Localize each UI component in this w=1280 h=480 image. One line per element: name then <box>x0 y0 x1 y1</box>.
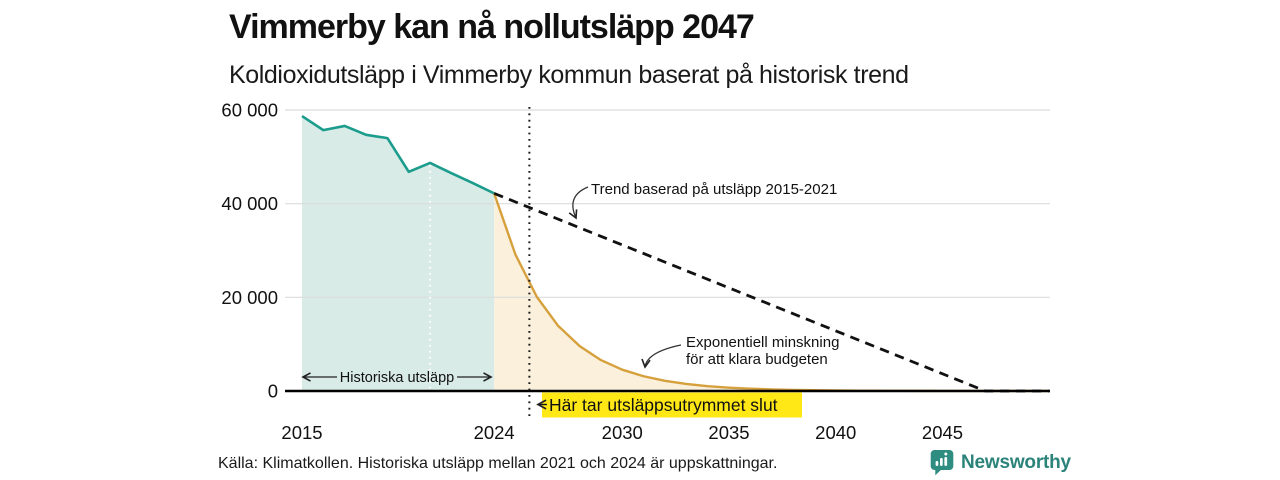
x-tick-label: 2024 <box>474 422 515 443</box>
exponential-arrow <box>641 344 682 369</box>
y-tick-label: 20 000 <box>221 287 278 308</box>
y-tick-label: 60 000 <box>221 100 278 121</box>
x-tick-label: 2035 <box>708 422 749 443</box>
brand-name: Newsworthy <box>961 451 1071 473</box>
trend-label: Trend baserad på utsläpp 2015-2021 <box>591 181 837 198</box>
exponential-label-line2: för att klara budgeten <box>686 351 828 368</box>
y-tick-label: 40 000 <box>221 193 278 214</box>
trend-arrow <box>568 186 589 220</box>
budget-area <box>494 193 1050 391</box>
x-tick-label: 2030 <box>602 422 643 443</box>
y-tick-label: 0 <box>268 381 278 402</box>
newsworthy-logo: Newsworthy <box>930 449 1071 476</box>
x-tick-label: 2045 <box>922 422 963 443</box>
historical-label: Historiska utsläpp <box>340 370 454 386</box>
x-tick-label: 2015 <box>281 422 322 443</box>
newsworthy-speech-bubble-bars-icon <box>930 450 954 476</box>
chart-subtitle: Koldioxidutsläpp i Vimmerby kommun baser… <box>229 61 909 89</box>
x-tick-label: 2040 <box>815 422 856 443</box>
page-title: Vimmerby kan nå nollutsläpp 2047 <box>229 8 755 46</box>
budget-end-highlight <box>542 392 802 418</box>
source-note: Källa: Klimatkollen. Historiska utsläpp … <box>218 455 778 472</box>
exponential-label-line1: Exponentiell minskning <box>686 334 839 351</box>
historical-area <box>302 116 495 391</box>
budget-end-label: Här tar utsläppsutrymmet slut <box>549 395 778 415</box>
historical-line <box>301 115 495 195</box>
